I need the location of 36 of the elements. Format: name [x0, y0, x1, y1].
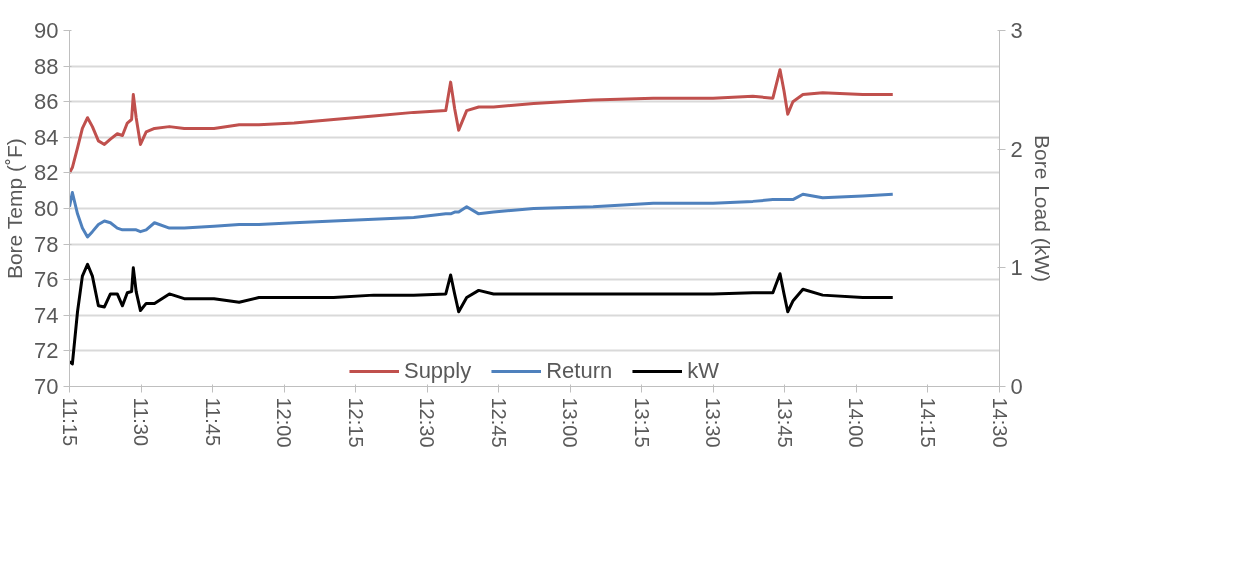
- y2-tick-label: 0: [1010, 374, 1023, 399]
- y-axis-title: Bore Temp (˚F): [3, 138, 27, 280]
- x-tick-label: 13:45: [773, 397, 796, 448]
- x-tick-label: 14:15: [916, 397, 939, 448]
- y2-tick-label: 3: [1010, 18, 1023, 43]
- y-tick-label: 88: [34, 53, 59, 79]
- y-tick-label: 84: [34, 124, 59, 150]
- legend-label: Return: [546, 358, 613, 384]
- y2-tick-label: 1: [1010, 255, 1023, 281]
- x-tick-label: 11:30: [130, 397, 153, 447]
- y-tick-label: 90: [34, 18, 59, 43]
- y-tick-label: 86: [34, 89, 59, 115]
- x-tick-label: 12:30: [416, 397, 439, 448]
- x-tick-label: 13:15: [630, 397, 653, 448]
- y-tick-label: 78: [34, 231, 59, 257]
- x-tick-label: 12:15: [344, 397, 367, 448]
- y-tick-label: 72: [34, 338, 59, 364]
- line-series: [69, 190, 895, 239]
- x-tick-label: 14:00: [845, 397, 868, 448]
- y-tick-label: 74: [34, 302, 59, 328]
- y-tick-label: 76: [34, 267, 59, 293]
- x-tick-label: 11:45: [201, 397, 224, 447]
- x-tick-label: 14:30: [988, 397, 1011, 448]
- x-tick-label: 13:00: [559, 397, 582, 448]
- y-tick-label: 80: [34, 196, 59, 221]
- y2-axis-title: Bore Load (kW): [1030, 134, 1054, 283]
- legend-label: Supply: [403, 358, 472, 384]
- x-tick-label: 12:45: [487, 397, 510, 448]
- x-tick-label: 12:00: [273, 397, 296, 448]
- y2-tick-label: 2: [1010, 136, 1023, 162]
- line-series: [69, 68, 895, 175]
- y-tick-label: 82: [34, 160, 59, 186]
- legend-label: kW: [687, 358, 720, 384]
- y-tick-label: 70: [34, 374, 59, 399]
- x-tick-label: 11:15: [58, 397, 81, 447]
- x-tick-label: 13:30: [702, 397, 725, 448]
